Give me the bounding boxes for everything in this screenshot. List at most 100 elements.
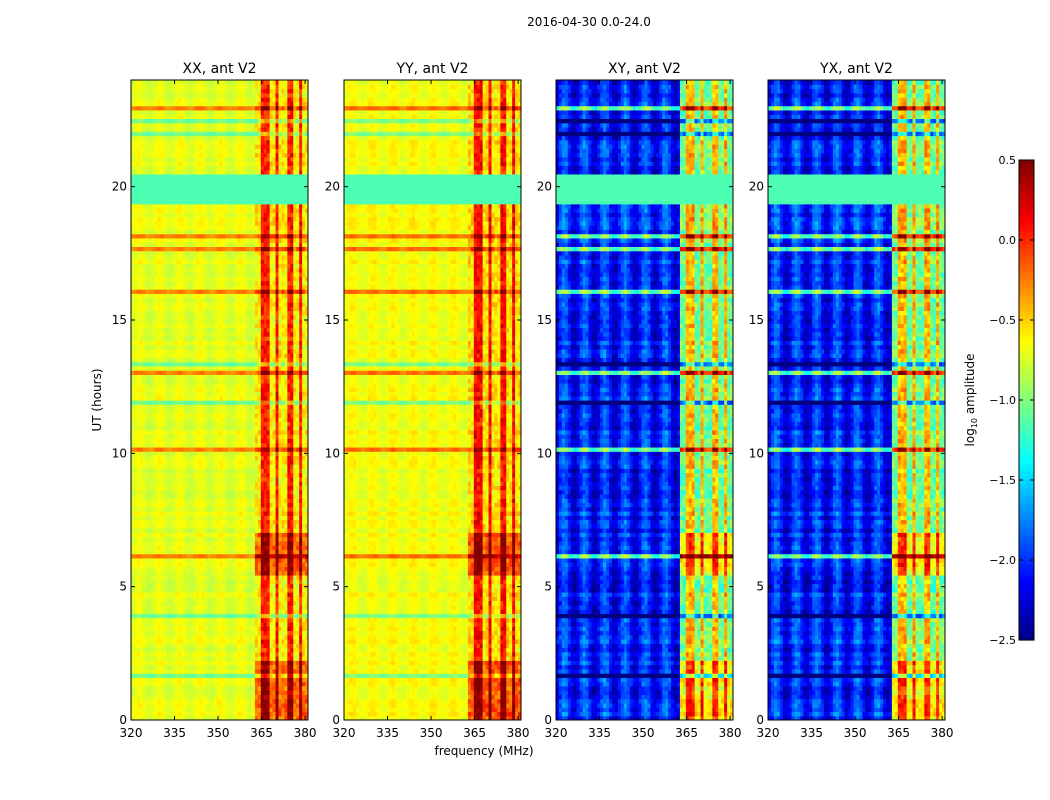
- heatmap-cell: [266, 489, 271, 495]
- heatmap-cell: [287, 540, 291, 546]
- heatmap-cell: [240, 626, 244, 631]
- heatmap-cell: [234, 540, 238, 546]
- heatmap-cell: [187, 370, 191, 375]
- heatmap-cell: [266, 370, 271, 375]
- heatmap-cell: [187, 634, 191, 640]
- heatmap-cell: [154, 412, 159, 418]
- heatmap-cell: [151, 609, 156, 614]
- heatmap-cell: [246, 540, 250, 546]
- heatmap-cell: [139, 574, 144, 580]
- heatmap-cell: [160, 404, 165, 410]
- heatmap-cell: [290, 485, 294, 491]
- heatmap-cell: [154, 464, 159, 469]
- heatmap-cell: [154, 476, 159, 482]
- heatmap-cell: [293, 566, 297, 572]
- heatmap-cell: [201, 421, 206, 427]
- heatmap-cell: [240, 429, 244, 435]
- heatmap-cell: [172, 630, 176, 636]
- heatmap-cell: [254, 685, 259, 691]
- heatmap-cell: [195, 502, 200, 508]
- heatmap-cell: [207, 451, 212, 457]
- heatmap-cell: [172, 660, 176, 666]
- heatmap-cell: [234, 702, 238, 708]
- heatmap-cell: [272, 613, 277, 619]
- heatmap-cell: [207, 617, 212, 623]
- heatmap-cell: [254, 417, 259, 422]
- heatmap-cell: [234, 387, 238, 393]
- heatmap-cell: [237, 540, 241, 546]
- heatmap-cell: [263, 417, 268, 422]
- heatmap-cell: [237, 694, 241, 700]
- heatmap-cell: [172, 698, 176, 704]
- heatmap-cell: [163, 668, 167, 674]
- heatmap-cell: [269, 609, 274, 614]
- heatmap-cell: [151, 634, 156, 640]
- heatmap-cell: [210, 634, 215, 640]
- heatmap-cell: [260, 711, 265, 717]
- heatmap-cell: [151, 468, 156, 474]
- heatmap-cell: [249, 451, 253, 457]
- heatmap-cell: [145, 510, 150, 516]
- heatmap-cell: [148, 417, 153, 422]
- heatmap-cell: [290, 382, 294, 388]
- heatmap-cell: [190, 387, 194, 393]
- heatmap-cell: [187, 382, 191, 388]
- heatmap-cell: [254, 621, 259, 627]
- heatmap-cell: [269, 592, 274, 597]
- heatmap-cell: [154, 711, 159, 717]
- heatmap-cell: [172, 412, 176, 418]
- heatmap-cell: [272, 634, 277, 640]
- heatmap-cell: [163, 408, 167, 414]
- heatmap-cell: [187, 510, 191, 516]
- heatmap-cell: [299, 400, 303, 405]
- heatmap-cell: [154, 685, 159, 691]
- heatmap-cell: [266, 587, 271, 593]
- heatmap-cell: [263, 579, 268, 585]
- heatmap-cell: [225, 472, 229, 478]
- heatmap-cell: [231, 412, 235, 418]
- heatmap-cell: [131, 532, 135, 538]
- heatmap-cell: [231, 451, 235, 457]
- heatmap-cell: [178, 468, 182, 474]
- heatmap-cell: [293, 660, 297, 666]
- heatmap-cell: [131, 553, 135, 559]
- heatmap-cell: [175, 374, 179, 380]
- heatmap-cell: [225, 536, 229, 542]
- heatmap-cell: [281, 400, 285, 405]
- heatmap-cell: [296, 404, 300, 410]
- heatmap-cell: [237, 583, 241, 589]
- heatmap-cell: [201, 378, 206, 384]
- heatmap-cell: [287, 651, 291, 657]
- heatmap-cell: [278, 438, 283, 444]
- heatmap-cell: [201, 442, 206, 448]
- heatmap-cell: [216, 604, 221, 610]
- heatmap-cell: [154, 421, 159, 427]
- heatmap-cell: [275, 604, 280, 610]
- heatmap-cell: [175, 464, 179, 469]
- heatmap-cell: [136, 519, 141, 525]
- heatmap-cell: [246, 557, 250, 563]
- heatmap-cell: [275, 365, 280, 371]
- heatmap-cell: [216, 690, 221, 695]
- heatmap-cell: [305, 715, 308, 720]
- heatmap-cell: [207, 540, 212, 546]
- heatmap-cell: [216, 532, 221, 538]
- heatmap-cell: [139, 455, 144, 461]
- heatmap-cell: [305, 651, 308, 657]
- heatmap-cell: [293, 681, 297, 687]
- heatmap-cell: [131, 489, 135, 495]
- heatmap-cell: [213, 485, 218, 491]
- heatmap-cell: [210, 694, 215, 700]
- heatmap-cell: [251, 583, 256, 589]
- heatmap-cell: [281, 617, 285, 623]
- heatmap-cell: [228, 519, 232, 525]
- heatmap-cell: [154, 549, 159, 555]
- heatmap-cell: [243, 451, 247, 457]
- heatmap-cell: [163, 664, 167, 670]
- heatmap-cell: [133, 438, 138, 444]
- heatmap-cell: [240, 634, 244, 640]
- heatmap-cell: [219, 459, 224, 465]
- heatmap-cell: [136, 408, 141, 414]
- heatmap-cell: [169, 532, 173, 538]
- heatmap-cell: [204, 592, 209, 597]
